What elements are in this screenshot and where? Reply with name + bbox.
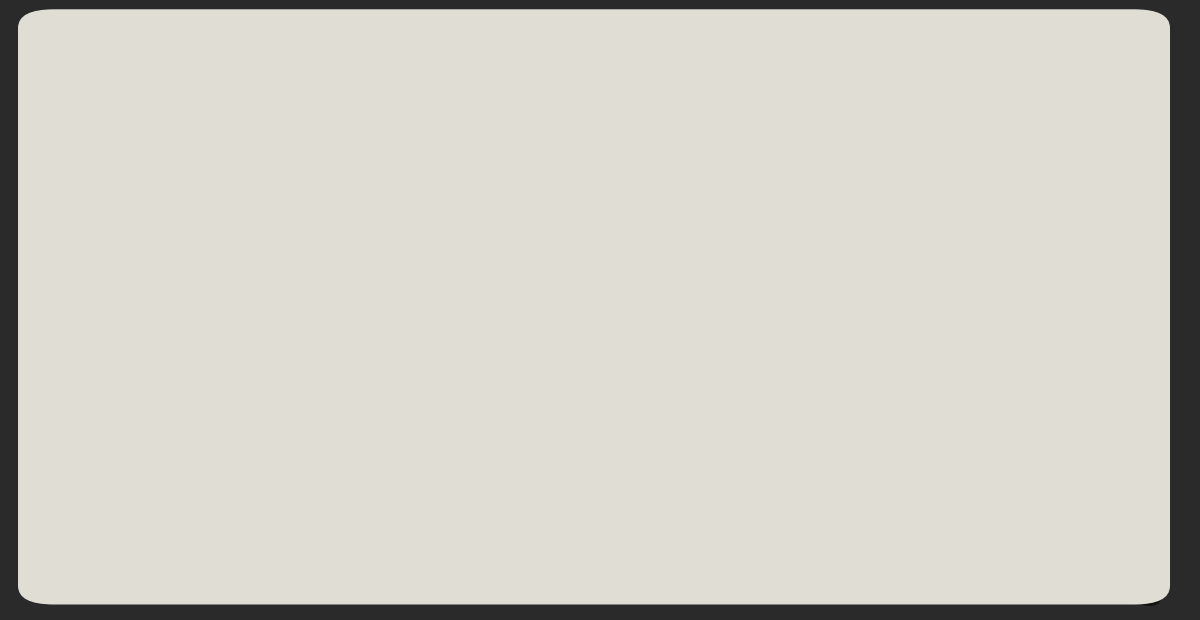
Circle shape — [1140, 595, 1159, 605]
Text: Q.3 (a): Q.3 (a) — [78, 88, 154, 107]
Text: Also draw shear stress distribution diagram.: Also draw shear stress distribution diag… — [240, 541, 701, 561]
Text: h: h — [770, 314, 782, 333]
Text: 4 |: 4 | — [78, 40, 112, 65]
Text: shear stress is terms of average shear stress.: shear stress is terms of average shear s… — [210, 154, 622, 172]
Text: b: b — [516, 482, 528, 502]
Text: terms of average shear stress. Also find the location and magnitude of maximum: terms of average shear stress. Also find… — [210, 121, 944, 139]
Text: For the given isosceles triangular section, find the value of shear stress at ce: For the given isosceles triangular secti… — [210, 88, 982, 106]
